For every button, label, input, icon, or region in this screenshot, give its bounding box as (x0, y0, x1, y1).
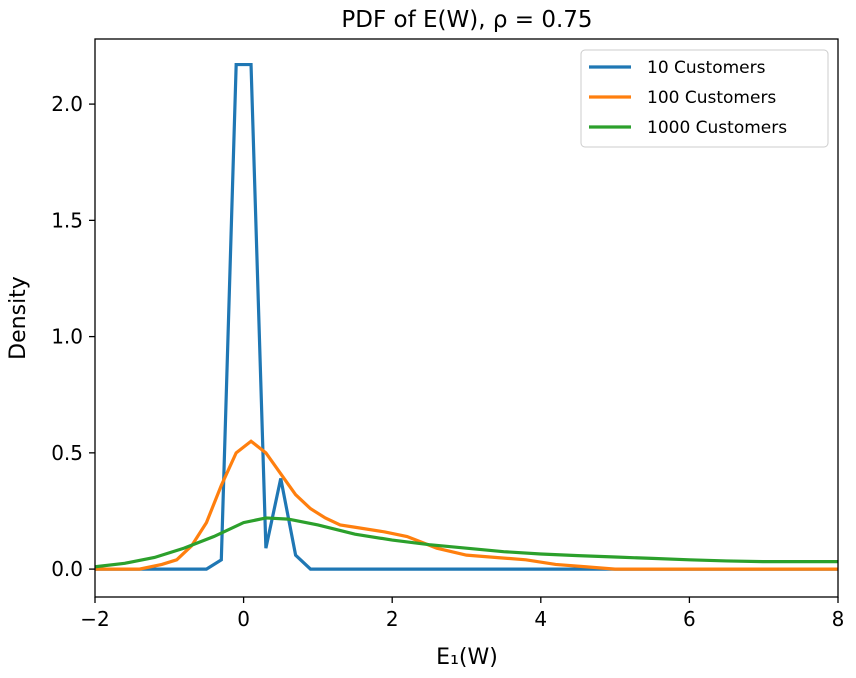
axes-frame (94, 38, 839, 598)
y-tick-label: 0.5 (51, 441, 83, 465)
x-tick-label: 6 (683, 607, 696, 631)
legend: 10 Customers 100 Customers 1000 Customers (580, 49, 829, 148)
series-line-3 (95, 516, 838, 569)
legend-label-3: 1000 Customers (647, 118, 787, 138)
plot-area: −2 0 2 4 6 8 0.0 0.5 1.0 1.5 2.0 10 Customers 100 Cu… (51, 38, 845, 631)
y-axis-label: Density (6, 276, 31, 360)
series-line-2 (95, 439, 838, 571)
legend-label-2: 100 Customers (647, 88, 776, 108)
legend-label-1: 10 Customers (647, 58, 766, 78)
x-tick-label: 8 (832, 607, 845, 631)
x-axis-label: E₁(W) (436, 645, 498, 670)
x-tick-label: 4 (534, 607, 547, 631)
y-tick-label: 1.5 (51, 208, 83, 232)
y-tick-label: 1.0 (51, 325, 83, 349)
chart-title: PDF of E(W), ρ = 0.75 (341, 7, 592, 33)
x-tick-label: 2 (386, 607, 399, 631)
x-tick-label: −2 (80, 607, 109, 631)
y-tick-label: 0.0 (51, 557, 83, 581)
legend-box (580, 49, 829, 148)
y-tick-label: 2.0 (51, 92, 83, 116)
series-line-1 (95, 62, 838, 571)
x-tick-label: 0 (237, 607, 250, 631)
